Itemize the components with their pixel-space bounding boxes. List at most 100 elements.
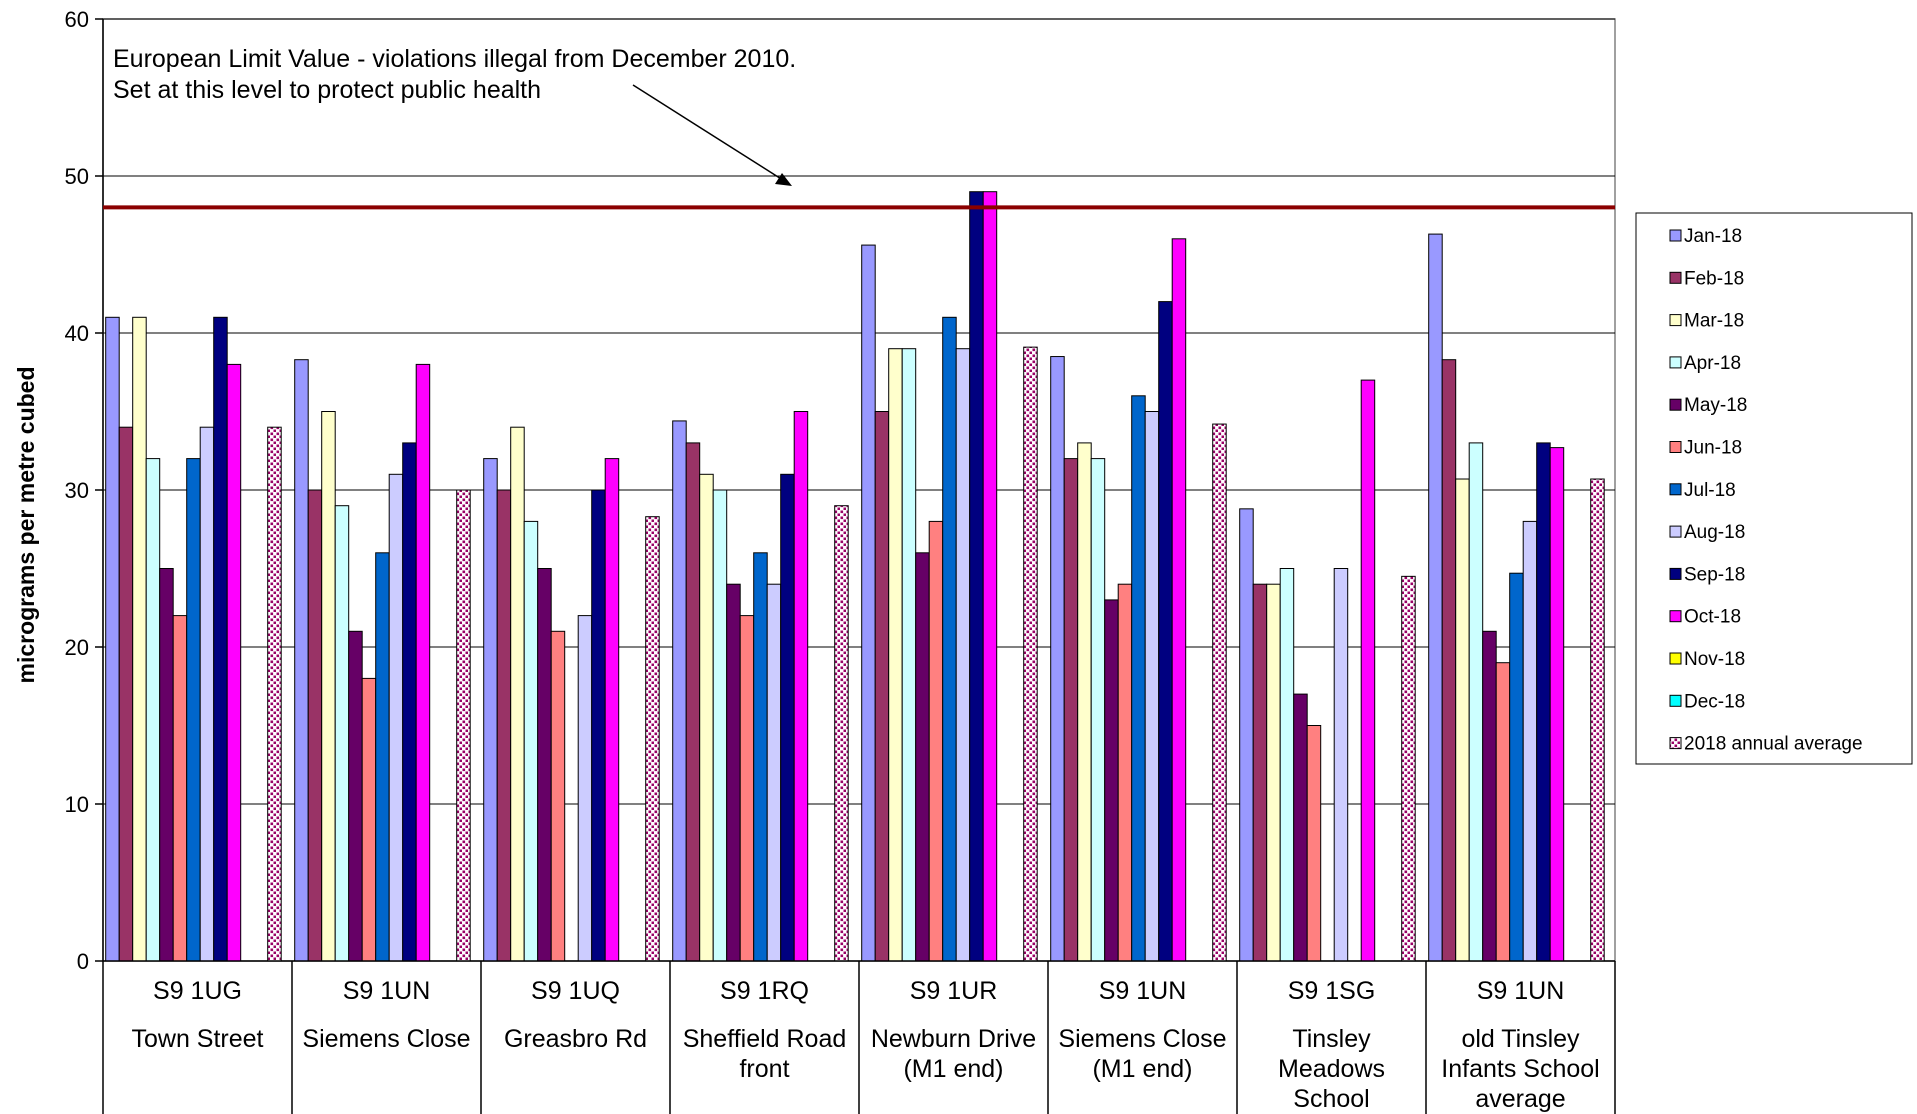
bar: [1441, 359, 1457, 962]
category-name-label: (M1 end): [903, 1055, 1003, 1083]
bar: [861, 244, 876, 962]
bar: [834, 505, 849, 962]
category-name-label: School: [1293, 1085, 1369, 1113]
annotation-arrow-shaft: [632, 84, 787, 183]
bar: [874, 411, 890, 962]
bar: [1279, 568, 1295, 962]
bar: [577, 615, 593, 962]
legend-entry-label: Aug-18: [1684, 522, 1745, 543]
bar: [645, 516, 660, 962]
legend-entry-label: Jun-18: [1684, 438, 1742, 459]
annotation-arrow-head: [775, 173, 792, 186]
limit-line-group: European Limit Value - violations illega…: [103, 45, 1615, 210]
bar: [1131, 395, 1146, 962]
bar: [402, 442, 417, 962]
category-name-label: Meadows: [1278, 1055, 1385, 1083]
y-tick-label: 40: [65, 321, 89, 346]
legend-entry-label: Nov-18: [1684, 649, 1745, 670]
bar: [334, 505, 350, 962]
bar: [1252, 583, 1268, 962]
bar: [1158, 301, 1173, 962]
legend-swatch: [1669, 229, 1682, 242]
bar: [294, 359, 309, 962]
bar: [928, 520, 944, 962]
legend-entry-label: Dec-18: [1684, 691, 1745, 712]
bars: [105, 191, 1605, 962]
bar: [1333, 568, 1349, 962]
y-tick-label: 60: [65, 7, 89, 32]
legend-entry-label: Sep-18: [1684, 564, 1745, 585]
bar: [145, 458, 161, 962]
bar: [1590, 478, 1605, 962]
legend-swatch: [1669, 525, 1682, 538]
bar: [483, 458, 498, 962]
category-name-label: Siemens Close: [302, 1025, 470, 1053]
bar: [1090, 458, 1106, 962]
bar: [1171, 238, 1187, 962]
bar: [307, 489, 323, 962]
bar: [1117, 583, 1133, 962]
bar: [550, 630, 566, 962]
bar: [388, 473, 404, 962]
bar: [672, 420, 687, 962]
bar: [1482, 630, 1497, 962]
bar: [739, 615, 755, 962]
legend-swatch: [1669, 652, 1682, 665]
bar: [1509, 572, 1524, 962]
y-tick-label: 10: [65, 792, 89, 817]
legend-entry-label: May-18: [1684, 395, 1747, 416]
legend-entry-label: Mar-18: [1684, 311, 1744, 332]
bar: [523, 520, 539, 962]
bar: [199, 426, 215, 962]
bar: [780, 473, 795, 962]
y-tick-label: 50: [65, 164, 89, 189]
category-code-label: S9 1RQ: [720, 977, 809, 1005]
axes: 0 10 20 30 40 50 60: [65, 7, 1615, 974]
bar: [361, 677, 377, 962]
legend-entry-label: Jul-18: [1684, 480, 1736, 501]
category-name-label: (M1 end): [1092, 1055, 1192, 1083]
bar: [1063, 458, 1079, 962]
category-code-label: S9 1UN: [1099, 977, 1187, 1005]
bar: [226, 363, 242, 962]
bar: [132, 316, 147, 962]
bar: [1104, 599, 1119, 962]
legend-swatch: [1669, 356, 1682, 369]
category-name-label: Greasbro Rd: [504, 1025, 647, 1053]
bar: [915, 552, 930, 962]
legend-box: [1635, 212, 1913, 765]
bar: [1401, 575, 1416, 962]
category-name-label: Tinsley: [1292, 1025, 1371, 1053]
bar: [955, 348, 971, 962]
bar: [1293, 693, 1308, 962]
legend-swatch: [1669, 737, 1682, 750]
bar: [1306, 725, 1322, 962]
legend-swatch: [1669, 271, 1682, 284]
bar: [267, 426, 282, 962]
bar: [1023, 346, 1038, 962]
category-labels: S9 1UG Town Street S9 1UN Siemens Close S9 1…: [102, 961, 1616, 1114]
category-name-label: Siemens Close: [1058, 1025, 1226, 1053]
legend: Jan-18 Feb-18 Mar-18 Apr-18 May-18 Jun-18 Jul-…: [1635, 212, 1913, 765]
bar: [1077, 442, 1092, 962]
category-code-label: S9 1UN: [343, 977, 431, 1005]
bar: [685, 442, 701, 962]
category-name-label: Infants School: [1441, 1055, 1599, 1083]
bar: [1549, 447, 1565, 962]
bar: [1495, 662, 1511, 962]
category-name-label: Town Street: [131, 1025, 263, 1053]
bar: [604, 458, 620, 962]
y-tick-label: 30: [65, 478, 89, 503]
category-code-label: S9 1UR: [910, 977, 998, 1005]
category-code-label: S9 1SG: [1288, 977, 1376, 1005]
bar: [1428, 233, 1443, 962]
bar: [726, 583, 741, 962]
y-axis-label: micrograms per metre cubed: [13, 366, 39, 683]
bar: [1266, 583, 1281, 962]
bar: [1212, 423, 1227, 962]
category-code-label: S9 1UN: [1477, 977, 1565, 1005]
legend-entry-label: Oct-18: [1684, 607, 1741, 628]
bar: [712, 489, 728, 962]
bar: [456, 489, 471, 962]
